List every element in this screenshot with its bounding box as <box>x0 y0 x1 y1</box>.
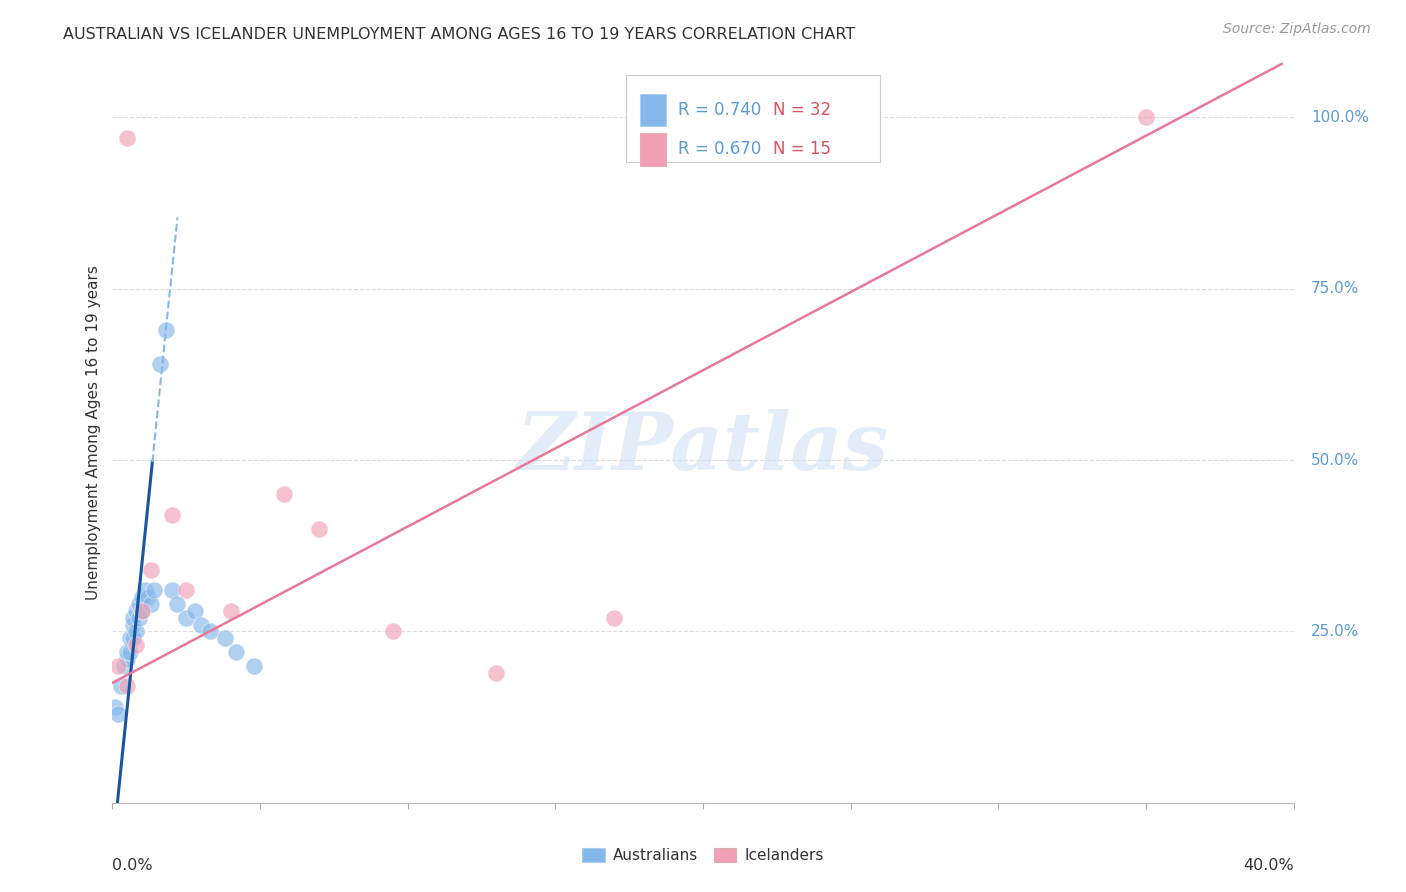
Text: N = 15: N = 15 <box>773 140 831 158</box>
Point <box>110 679 132 693</box>
Point <box>160 583 183 598</box>
Point <box>122 610 145 624</box>
Point <box>128 597 150 611</box>
Point <box>198 624 221 639</box>
Y-axis label: Unemployment Among Ages 16 to 19 years: Unemployment Among Ages 16 to 19 years <box>86 265 101 600</box>
Text: Source: ZipAtlas.com: Source: ZipAtlas.com <box>1223 22 1371 37</box>
Point <box>120 632 142 646</box>
Point <box>131 604 153 618</box>
Text: 75.0%: 75.0% <box>1312 281 1360 296</box>
Text: ZIPatlas: ZIPatlas <box>517 409 889 486</box>
Point <box>117 679 138 693</box>
Point <box>142 583 165 598</box>
Text: AUSTRALIAN VS ICELANDER UNEMPLOYMENT AMONG AGES 16 TO 19 YEARS CORRELATION CHART: AUSTRALIAN VS ICELANDER UNEMPLOYMENT AMO… <box>63 27 855 42</box>
Point <box>273 487 295 501</box>
Text: 40.0%: 40.0% <box>1243 858 1294 873</box>
FancyBboxPatch shape <box>626 75 880 162</box>
Point <box>214 632 236 646</box>
Point <box>122 617 145 632</box>
Text: 100.0%: 100.0% <box>1312 110 1369 125</box>
Text: R = 0.740: R = 0.740 <box>678 101 762 119</box>
Point <box>184 604 207 618</box>
Point <box>174 610 197 624</box>
Point <box>112 658 135 673</box>
Text: 25.0%: 25.0% <box>1312 624 1360 639</box>
Point <box>603 610 626 624</box>
Text: N = 32: N = 32 <box>773 101 831 119</box>
Point <box>160 508 183 522</box>
Point <box>136 590 159 604</box>
Point <box>139 563 162 577</box>
Point <box>243 658 266 673</box>
Text: 50.0%: 50.0% <box>1312 452 1360 467</box>
Point <box>134 583 156 598</box>
Point <box>149 357 172 371</box>
Point <box>485 665 508 680</box>
FancyBboxPatch shape <box>640 133 666 166</box>
Point <box>190 617 212 632</box>
Point <box>308 522 330 536</box>
Point <box>166 597 188 611</box>
Point <box>128 610 150 624</box>
Point <box>120 645 142 659</box>
Text: 0.0%: 0.0% <box>112 858 153 873</box>
Point <box>125 624 148 639</box>
Point <box>107 706 129 721</box>
Point <box>122 632 145 646</box>
Text: R = 0.670: R = 0.670 <box>678 140 762 158</box>
FancyBboxPatch shape <box>640 94 666 127</box>
Point <box>139 597 162 611</box>
Point <box>225 645 247 659</box>
Point <box>174 583 197 598</box>
Point <box>125 604 148 618</box>
Point <box>125 638 148 652</box>
Point <box>104 699 127 714</box>
Point <box>155 323 177 337</box>
Point <box>131 590 153 604</box>
Point <box>382 624 405 639</box>
Point <box>117 645 138 659</box>
Point <box>131 604 153 618</box>
Point <box>117 652 138 666</box>
Point <box>117 131 138 145</box>
Point <box>107 658 129 673</box>
Point <box>1135 110 1157 124</box>
Point <box>219 604 242 618</box>
Legend: Australians, Icelanders: Australians, Icelanders <box>576 842 830 869</box>
